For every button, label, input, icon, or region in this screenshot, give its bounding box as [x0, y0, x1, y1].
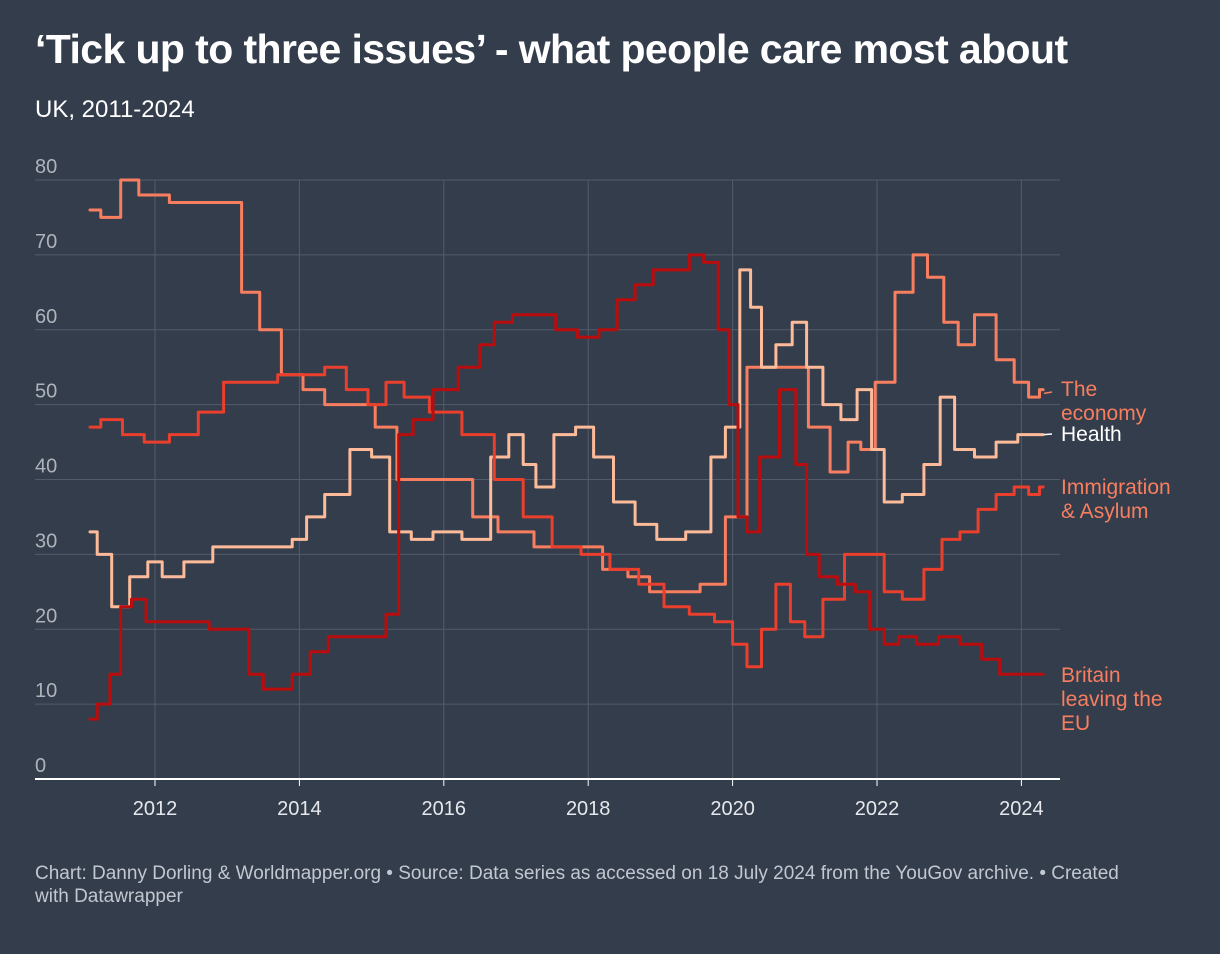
y-tick-label: 10	[35, 680, 57, 702]
chart-title: ‘Tick up to three issues’ - what people …	[35, 26, 1068, 72]
brexit-label-line: EU	[1061, 712, 1090, 735]
economy-label-line: economy	[1061, 402, 1147, 425]
health-line	[88, 268, 1045, 609]
brexit-label-line: Britain	[1061, 664, 1121, 687]
series-lines	[88, 178, 1045, 721]
brexit-line	[88, 253, 1045, 721]
y-tick-label: 40	[35, 456, 57, 478]
immigration-label: Immigration & Asylum	[1061, 476, 1171, 523]
economy-label: The economy	[1061, 378, 1147, 425]
y-tick-label: 30	[35, 530, 57, 552]
x-tick-label: 2014	[277, 798, 322, 820]
immigration-label-line: Immigration	[1061, 476, 1171, 499]
y-tick-label: 0	[35, 755, 46, 777]
x-tick-label: 2012	[133, 798, 178, 820]
brexit-label: Britain leaving the EU	[1061, 664, 1163, 735]
chart-subtitle: UK, 2011-2024	[35, 96, 195, 123]
gridlines	[35, 179, 1060, 779]
y-tick-label: 60	[35, 306, 57, 328]
y-tick-label: 20	[35, 605, 57, 627]
y-axis: 0 10 20 30 40 50 60 70 80	[35, 156, 57, 777]
x-axis: 2012 2014 2016 2018 2020 2022 2024	[35, 778, 1060, 820]
health-label-line: Health	[1061, 423, 1122, 446]
x-tick-label: 2024	[999, 798, 1044, 820]
x-tick-label: 2020	[710, 798, 755, 820]
y-tick-label: 80	[35, 156, 57, 178]
x-tick-label: 2016	[422, 798, 467, 820]
chart-footer: Chart: Danny Dorling & Worldmapper.org •…	[35, 863, 1119, 907]
x-tick-label: 2018	[566, 798, 611, 820]
economy-line	[88, 178, 1045, 594]
immigration-line	[88, 365, 1045, 669]
economy-label-connector	[1043, 391, 1053, 395]
immigration-label-line: & Asylum	[1061, 500, 1149, 523]
health-label: Health	[1061, 423, 1122, 446]
y-tick-label: 50	[35, 381, 57, 403]
y-tick-label: 70	[35, 231, 57, 253]
x-tick-label: 2022	[855, 798, 900, 820]
health-label-connector	[1043, 433, 1053, 436]
economy-label-line: The	[1061, 378, 1097, 401]
brexit-label-line: leaving the	[1061, 688, 1163, 711]
